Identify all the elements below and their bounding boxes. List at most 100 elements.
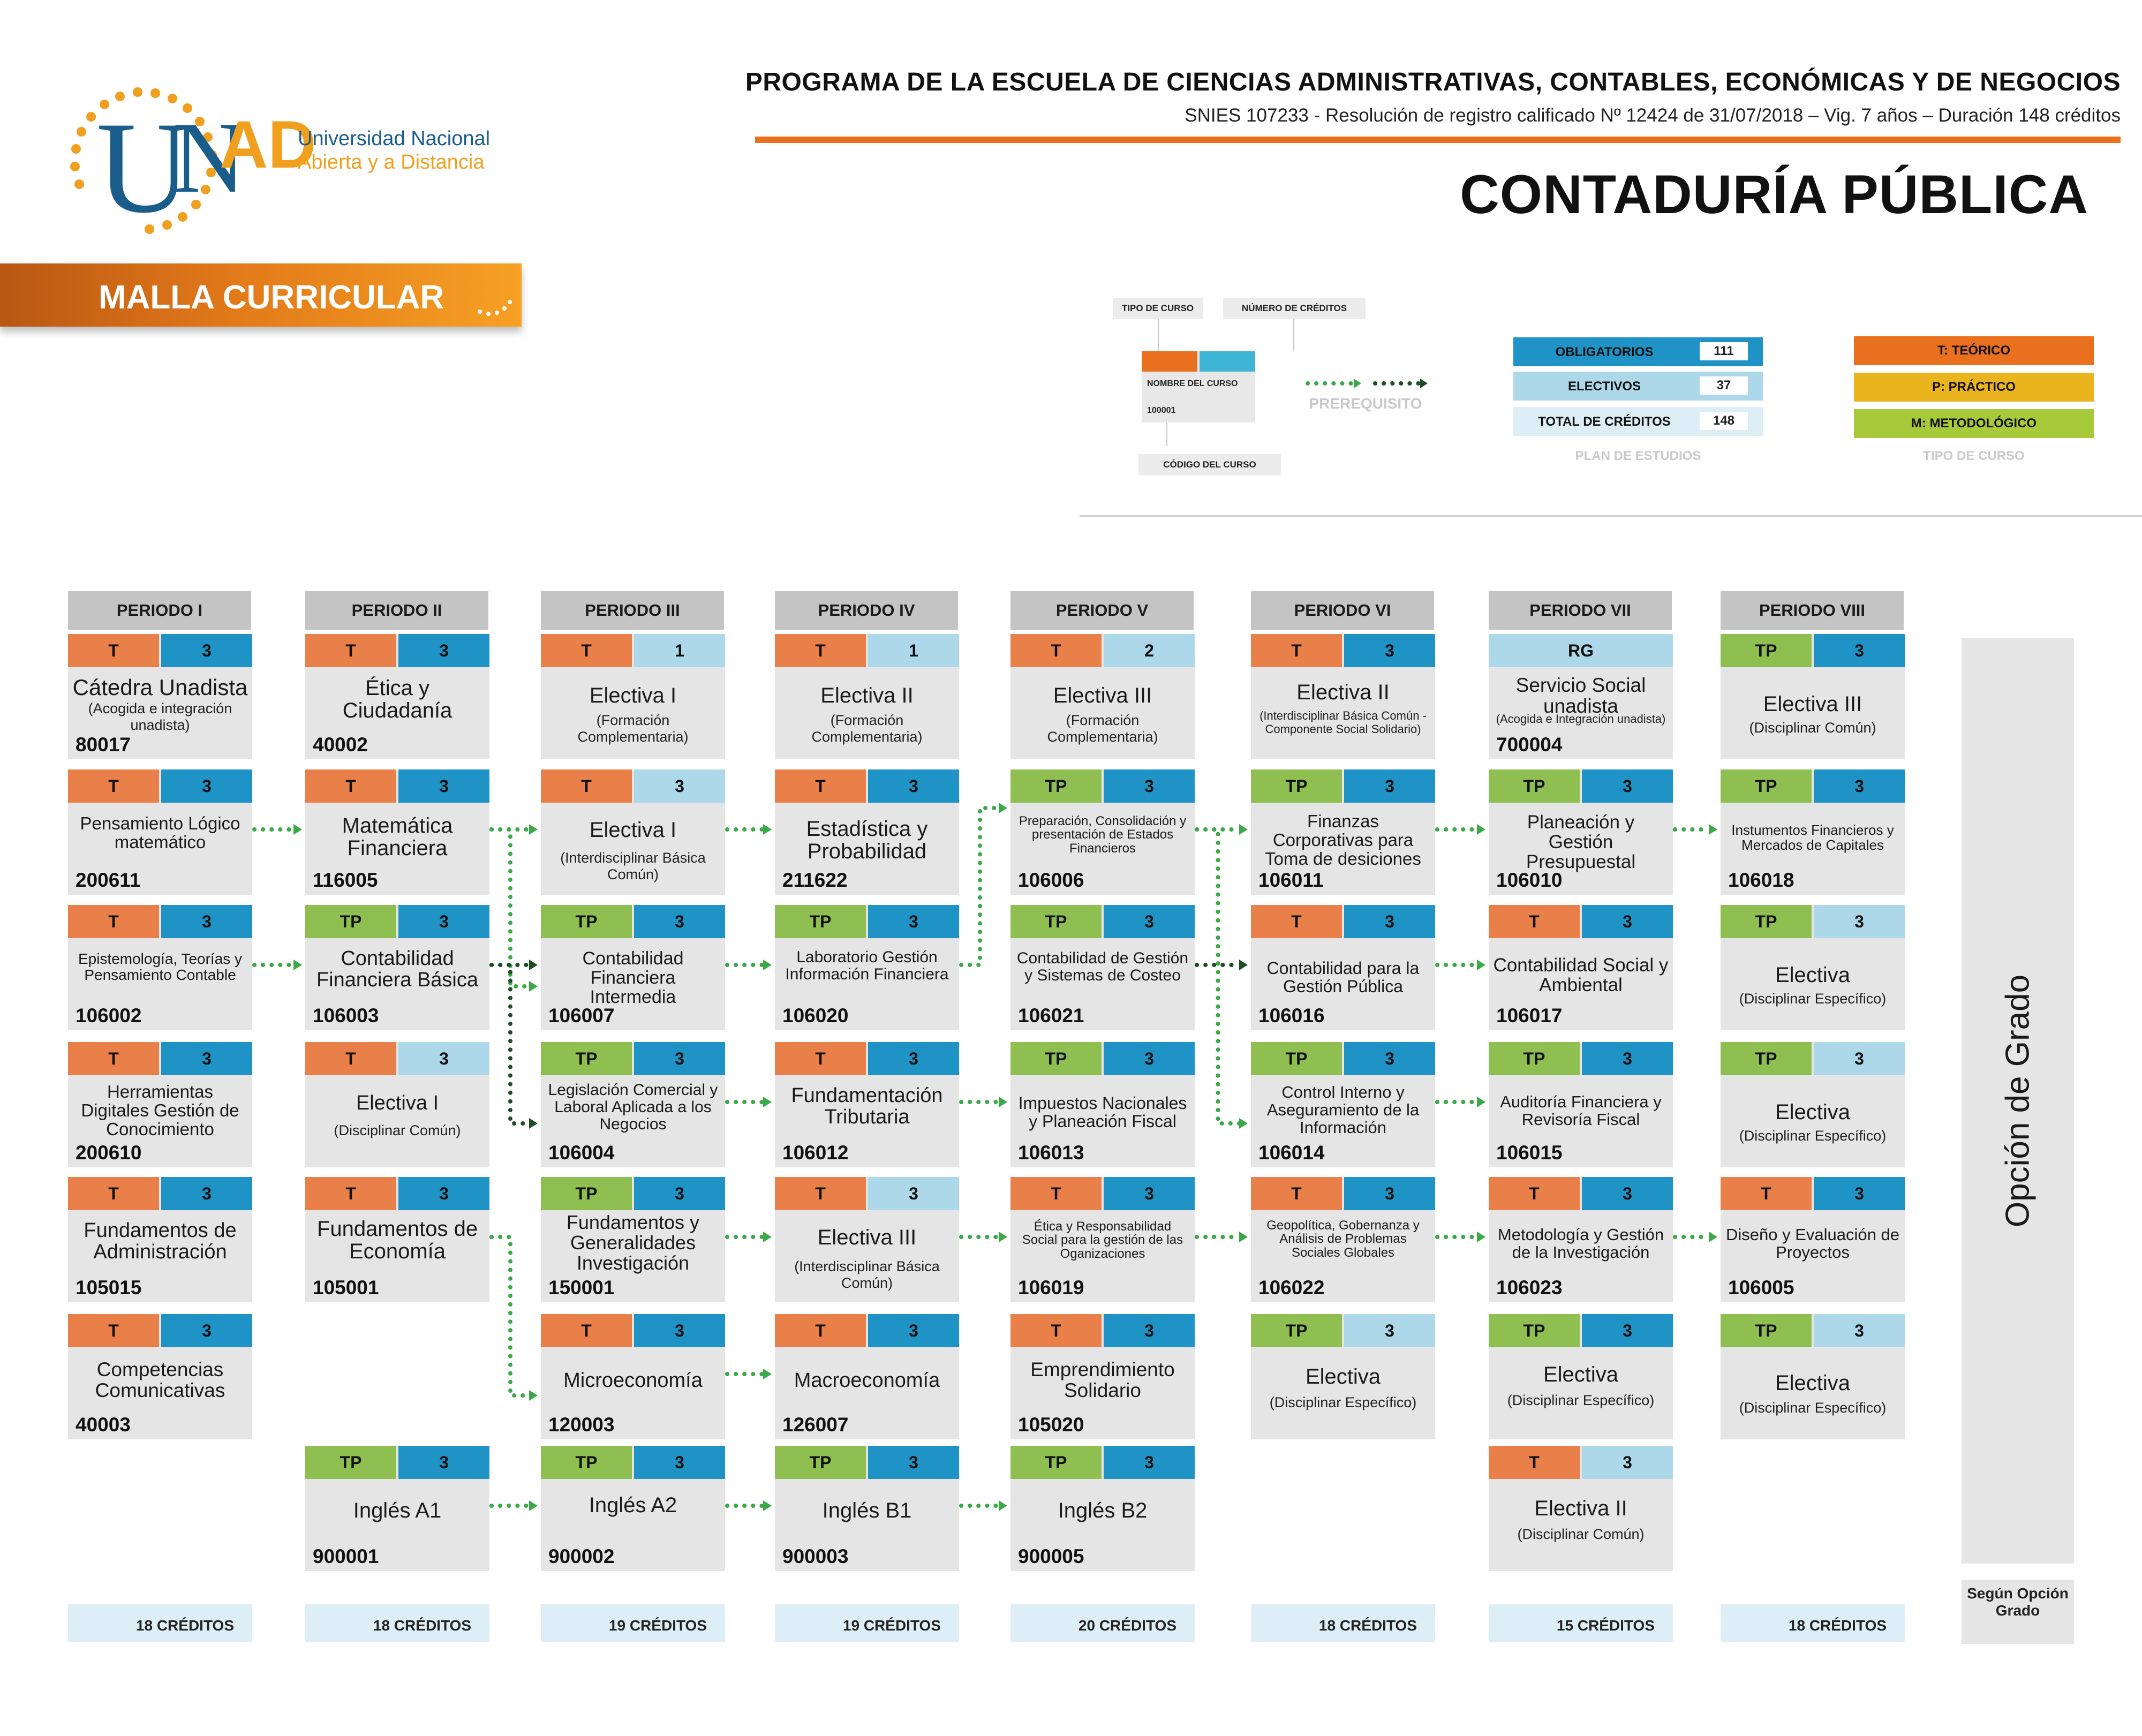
course-code: 106015 bbox=[1496, 1142, 1563, 1164]
prerequisite-arrowhead bbox=[763, 1500, 772, 1511]
prerequisite-arrowhead bbox=[529, 960, 538, 970]
course-name: Contabilidad para la Gestión Pública bbox=[1266, 958, 1420, 996]
course-card: TP 3 Electiva III (Disciplinar Común) bbox=[1721, 634, 1905, 759]
legend-course-code: 100001 bbox=[1147, 406, 1176, 415]
course-type-tag: TP bbox=[541, 1446, 632, 1479]
course-credits-tag: 3 bbox=[1344, 634, 1435, 667]
course-type-tag: T bbox=[775, 1042, 866, 1075]
course-name: Electiva III bbox=[1053, 684, 1152, 707]
course-credits-tag: 3 bbox=[1344, 1177, 1435, 1210]
course-card: TP 3 Control Interno y Aseguramiento de la… bbox=[1251, 1042, 1435, 1167]
prerequisite-arrowhead bbox=[293, 824, 302, 835]
course-card: T 3 Competencias Comunicativas 40003 bbox=[68, 1314, 252, 1439]
course-type-tag: T bbox=[1489, 1177, 1580, 1210]
period-credits: 18 CRÉDITOS bbox=[1721, 1604, 1905, 1642]
course-code: 900001 bbox=[313, 1545, 379, 1567]
course-name: Fundamentos y Generalidades Investigació… bbox=[566, 1211, 700, 1274]
course-name: Electiva I bbox=[356, 1092, 439, 1114]
course-name: Emprendimiento Solidario bbox=[1030, 1358, 1175, 1402]
course-credits-tag: 2 bbox=[1104, 634, 1195, 667]
malla-banner bbox=[0, 263, 522, 327]
course-code: 106004 bbox=[548, 1142, 615, 1164]
tipo-teorico: T: TEÓRICO bbox=[1854, 336, 2094, 365]
course-card: T 2 Electiva III (Formación Complementaria) bbox=[1010, 634, 1195, 759]
course-credits-tag: 3 bbox=[1344, 769, 1435, 803]
course-name: Electiva bbox=[1543, 1363, 1619, 1386]
course-credits-tag: 3 bbox=[868, 1177, 959, 1210]
logo-dot bbox=[178, 212, 188, 222]
prerequisite-link bbox=[489, 963, 531, 1126]
course-type-tag: TP bbox=[1010, 1042, 1102, 1075]
course-subtitle: (Disciplinar Específico) bbox=[1739, 1400, 1887, 1416]
course-credits-tag: 3 bbox=[398, 905, 489, 938]
logo-dot bbox=[74, 179, 84, 189]
course-code: 106003 bbox=[313, 1005, 379, 1026]
course-type-tag: TP bbox=[1721, 634, 1812, 667]
course-type-tag: T bbox=[775, 1177, 866, 1210]
course-credits-tag: 3 bbox=[398, 1177, 489, 1210]
course-name: Contabilidad de Gestión y Sistemas de Co… bbox=[1016, 949, 1189, 984]
course-type-tag: TP bbox=[1721, 1314, 1812, 1347]
period-credits: 18 CRÉDITOS bbox=[68, 1604, 252, 1642]
course-code: 211622 bbox=[782, 869, 848, 891]
course-name: Finanzas Corporativas para Toma de desic… bbox=[1265, 811, 1421, 869]
course-card: T 3 Metodología y Gestión de la Investigac… bbox=[1489, 1177, 1673, 1302]
course-credits-tag: 3 bbox=[634, 1314, 725, 1347]
course-credits-tag: 3 bbox=[1814, 634, 1905, 667]
course-name: Matemática Financiera bbox=[342, 814, 453, 861]
legend-credit-swatch bbox=[1200, 351, 1255, 372]
course-subtitle: (Disciplinar Específico) bbox=[1507, 1392, 1655, 1408]
legend-connector bbox=[1158, 319, 1159, 351]
course-card: T 3 Macroeconomía 126007 bbox=[775, 1314, 959, 1439]
course-subtitle: (Interdisciplinar Básica Común - Compone… bbox=[1259, 709, 1427, 736]
course-code: 106022 bbox=[1258, 1277, 1325, 1299]
course-credits-tag: 3 bbox=[161, 1042, 252, 1075]
prerequisite-arrowhead bbox=[999, 803, 1007, 813]
plan-label: TOTAL DE CRÉDITOS bbox=[1538, 414, 1671, 429]
course-name: Inglés A1 bbox=[353, 1499, 442, 1522]
course-code: 900003 bbox=[782, 1545, 849, 1567]
logo-dot bbox=[145, 224, 155, 234]
course-name: Electiva bbox=[1775, 1100, 1851, 1124]
period-header: PERIODO VIII bbox=[1721, 591, 1904, 630]
course-credits-tag: 3 bbox=[1582, 1314, 1673, 1347]
course-credits-tag: 3 bbox=[868, 1042, 959, 1075]
opcion-grado-credits: Según Opción Grado bbox=[1962, 1580, 2074, 1644]
course-type-tag: T bbox=[775, 1314, 866, 1347]
logo-dot bbox=[70, 162, 80, 172]
course-credits-tag: 3 bbox=[634, 1042, 725, 1075]
course-credits-tag: 1 bbox=[634, 634, 725, 667]
prerequisite-arrowhead bbox=[763, 1369, 772, 1379]
prerequisite-arrowhead bbox=[1477, 960, 1485, 970]
course-name: Microeconomía bbox=[563, 1369, 703, 1392]
course-credits-tag: 3 bbox=[161, 769, 252, 803]
logo-dot bbox=[86, 111, 96, 122]
period-credits: 15 CRÉDITOS bbox=[1489, 1604, 1673, 1642]
prerequisite-link bbox=[959, 806, 1001, 967]
period-header: PERIODO VI bbox=[1251, 591, 1434, 630]
course-type-tag: T bbox=[68, 1177, 159, 1210]
course-subtitle: (Formación Complementaria) bbox=[811, 712, 923, 745]
logo-dot bbox=[207, 149, 217, 160]
prerequisite-arrowhead bbox=[999, 1500, 1007, 1511]
course-card: T 1 Electiva II (Formación Complementaria) bbox=[775, 634, 959, 759]
course-credits-tag: 3 bbox=[1104, 1314, 1195, 1347]
course-name: Geopolítica, Gobernanza y Análisis de Pr… bbox=[1266, 1218, 1420, 1260]
period-header: PERIODO VII bbox=[1489, 591, 1672, 630]
course-type-tag: T bbox=[1251, 1177, 1342, 1210]
prerequisite-arrowhead bbox=[529, 1500, 538, 1511]
course-credits-tag: 3 bbox=[868, 769, 959, 803]
logo-dot bbox=[203, 132, 213, 142]
prerequisite-arrowhead bbox=[1239, 824, 1248, 835]
course-subtitle: (Disciplinar Común) bbox=[1749, 720, 1876, 736]
course-subtitle: (Disciplinar Específico) bbox=[1739, 1128, 1887, 1144]
course-name: Impuestos Nacionales y Planeación Fiscal bbox=[1018, 1093, 1187, 1131]
course-card: TP 3 Electiva (Disciplinar Específico) bbox=[1489, 1314, 1673, 1439]
course-name: Planeación y Gestión Presupuestal bbox=[1526, 812, 1636, 873]
course-card: TP 3 Inglés A1 900001 bbox=[305, 1446, 489, 1571]
course-credits-tag: 3 bbox=[1814, 769, 1905, 803]
course-card: T 3 Microeconomía 120003 bbox=[541, 1314, 725, 1439]
course-type-tag: T bbox=[305, 634, 396, 667]
banner-dot bbox=[502, 306, 507, 311]
course-code: 900002 bbox=[548, 1545, 615, 1567]
